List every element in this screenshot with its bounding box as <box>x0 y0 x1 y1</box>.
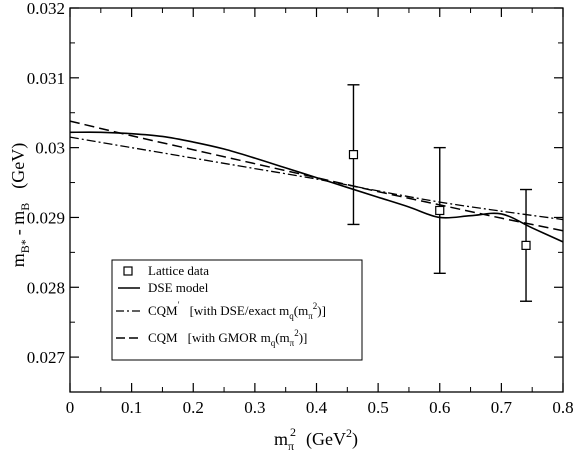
lattice-point <box>521 240 531 250</box>
legend-cqm-prime-g: 2 <box>313 301 318 311</box>
legend-cqm-f: 2 <box>294 328 299 338</box>
y-tick-label: 0.032 <box>27 0 65 18</box>
legend-cqm-prime-d: q <box>289 311 294 321</box>
legend-cqm-a: CQM <box>148 330 178 345</box>
series-curves <box>69 120 564 243</box>
y-tick-label: 0.029 <box>27 208 65 227</box>
y-label-s2: B <box>18 203 32 211</box>
legend-cqm-d: (m <box>275 330 289 345</box>
x-tick-label: 0.3 <box>244 398 265 417</box>
x-tick-label: 0.4 <box>306 398 328 417</box>
legend-cqm-e: π <box>290 338 295 348</box>
y-label-unit: (GeV) <box>8 143 29 189</box>
legend-cqm-g: )] <box>299 330 308 345</box>
x-label-unit-open: (GeV <box>306 429 346 450</box>
x-label-sup: 2 <box>290 425 296 439</box>
y-tick-label: 0.03 <box>35 139 65 158</box>
legend-marker-lattice <box>123 266 133 276</box>
legend-label-lattice: Lattice data <box>148 263 209 278</box>
x-tick-label: 0.5 <box>368 398 389 417</box>
x-tick-label: 0.2 <box>183 398 204 417</box>
legend-cqm-prime-f: π <box>308 311 313 321</box>
lattice-points <box>347 84 533 302</box>
y-tick-label: 0.031 <box>27 69 65 88</box>
legend-cqm-b: [with GMOR m <box>188 330 271 345</box>
legend-label-dse: DSE model <box>148 280 209 295</box>
legend-cqm-c: q <box>271 338 276 348</box>
y-tick-label: 0.027 <box>27 348 66 367</box>
y-axis-label: mB* - mB (GeV) <box>8 143 32 268</box>
dse-model-curve <box>69 131 564 243</box>
x-tick-label: 0.7 <box>491 398 513 417</box>
legend-label-cqm-prime: CQM′ [with DSE/exact mq(mπ2)] <box>148 300 326 321</box>
y-label-dash: - m <box>8 211 28 236</box>
legend-box <box>111 259 363 361</box>
cqm-prime-curve <box>69 136 564 221</box>
legend: Lattice data DSE model CQM′ [with DSE/exa… <box>111 259 363 361</box>
x-tick-label: 0.6 <box>429 398 450 417</box>
legend-cqm-prime-c: [with DSE/exact m <box>190 303 290 318</box>
cqm-gmor-curve <box>69 120 564 232</box>
legend-cqm-prime-h: )] <box>317 303 326 318</box>
y-tick-label: 0.028 <box>27 278 65 297</box>
legend-label-cqm: CQM [with GMOR mq(mπ2)] <box>148 328 307 348</box>
lattice-point <box>348 150 359 160</box>
x-tick-label: 0.1 <box>121 398 142 417</box>
x-axis-label: mπ2 (GeV2) <box>274 425 358 453</box>
x-label-unit-close: ) <box>352 429 358 450</box>
legend-cqm-prime-e: (m <box>294 303 308 318</box>
y-label-m1: m <box>8 253 28 267</box>
lattice-point <box>435 205 445 216</box>
legend-cqm-prime-b: ′ <box>178 300 180 310</box>
axis-ticks: 0 0.1 0.2 0.3 0.4 0.5 0.6 0.7 0.8 0.027 0.028 0.029… <box>27 0 574 417</box>
x-label-unit-sup: 2 <box>346 426 352 440</box>
x-label-sub: π <box>288 439 294 453</box>
y-label-s1: B* <box>18 239 32 253</box>
x-tick-label: 0 <box>66 398 75 417</box>
x-label-main: m <box>274 429 288 449</box>
x-tick-label: 0.8 <box>552 398 573 417</box>
legend-cqm-prime-a: CQM <box>148 303 178 318</box>
